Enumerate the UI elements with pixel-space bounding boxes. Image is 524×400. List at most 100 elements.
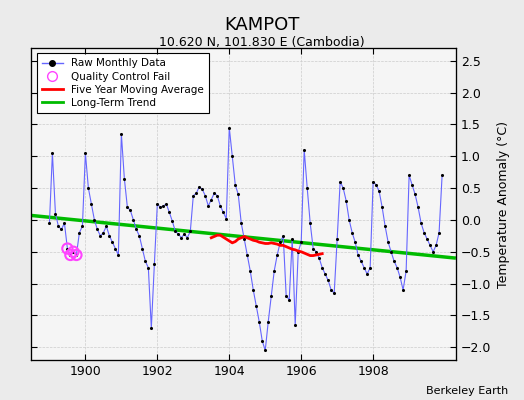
Point bbox=[159, 203, 168, 209]
Point bbox=[399, 287, 407, 293]
Point bbox=[234, 191, 243, 198]
Point bbox=[252, 303, 260, 309]
Point bbox=[366, 264, 374, 271]
Point bbox=[306, 220, 314, 226]
Point bbox=[66, 252, 74, 258]
Point bbox=[69, 248, 78, 255]
Point bbox=[390, 258, 398, 264]
Point bbox=[84, 185, 93, 191]
Point bbox=[408, 182, 416, 188]
Point bbox=[129, 217, 137, 223]
Point bbox=[123, 204, 132, 210]
Point bbox=[276, 239, 285, 246]
Point bbox=[351, 239, 359, 246]
Point bbox=[87, 201, 95, 207]
Point bbox=[147, 325, 156, 331]
Point bbox=[339, 185, 347, 191]
Point bbox=[414, 204, 422, 210]
Point bbox=[333, 236, 341, 242]
Point bbox=[387, 248, 395, 255]
Point bbox=[78, 223, 86, 230]
Point bbox=[402, 268, 410, 274]
Point bbox=[354, 252, 362, 258]
Point bbox=[420, 230, 428, 236]
Point bbox=[114, 252, 123, 258]
Point bbox=[429, 248, 438, 255]
Point bbox=[231, 182, 239, 188]
Point bbox=[372, 182, 380, 188]
Point bbox=[384, 239, 392, 246]
Point bbox=[69, 248, 78, 255]
Point bbox=[51, 210, 60, 217]
Point bbox=[282, 293, 290, 300]
Point bbox=[363, 271, 372, 277]
Point bbox=[375, 188, 384, 194]
Point bbox=[435, 230, 443, 236]
Point bbox=[138, 245, 147, 252]
Point bbox=[396, 274, 405, 280]
Point bbox=[201, 192, 210, 199]
Point bbox=[378, 204, 386, 210]
Point bbox=[393, 264, 401, 271]
Text: 10.620 N, 101.830 E (Cambodia): 10.620 N, 101.830 E (Cambodia) bbox=[159, 36, 365, 49]
Point bbox=[405, 172, 413, 178]
Point bbox=[285, 296, 293, 303]
Text: Berkeley Earth: Berkeley Earth bbox=[426, 386, 508, 396]
Point bbox=[204, 203, 213, 209]
Point bbox=[198, 186, 206, 192]
Y-axis label: Temperature Anomaly (°C): Temperature Anomaly (°C) bbox=[497, 120, 510, 288]
Point bbox=[309, 245, 318, 252]
Point bbox=[111, 245, 119, 252]
Point bbox=[291, 322, 299, 328]
Point bbox=[225, 124, 234, 131]
Point bbox=[75, 230, 84, 236]
Point bbox=[48, 150, 57, 156]
Point bbox=[279, 233, 288, 239]
Point bbox=[162, 201, 170, 207]
Point bbox=[270, 268, 278, 274]
Point bbox=[330, 290, 339, 296]
Point bbox=[240, 236, 248, 242]
Point bbox=[432, 242, 440, 248]
Point bbox=[171, 228, 180, 234]
Point bbox=[219, 209, 227, 216]
Point bbox=[177, 234, 185, 241]
Point bbox=[327, 287, 335, 293]
Point bbox=[102, 223, 111, 230]
Point bbox=[216, 203, 224, 209]
Point bbox=[381, 223, 389, 230]
Point bbox=[288, 236, 297, 242]
Point bbox=[57, 226, 66, 233]
Point bbox=[165, 209, 173, 216]
Point bbox=[357, 258, 365, 264]
Point bbox=[210, 190, 219, 196]
Point bbox=[273, 252, 281, 258]
Point bbox=[342, 198, 351, 204]
Point bbox=[294, 248, 302, 255]
Point bbox=[108, 239, 116, 246]
Text: KAMPOT: KAMPOT bbox=[224, 16, 300, 34]
Point bbox=[63, 245, 72, 252]
Point bbox=[249, 287, 257, 293]
Point bbox=[255, 318, 264, 325]
Point bbox=[60, 220, 69, 226]
Point bbox=[321, 271, 330, 277]
Point bbox=[45, 220, 53, 226]
Point bbox=[186, 228, 194, 234]
Point bbox=[180, 231, 189, 237]
Point bbox=[120, 175, 128, 182]
Point bbox=[222, 216, 231, 222]
Point bbox=[63, 245, 72, 252]
Point bbox=[345, 217, 353, 223]
Point bbox=[72, 252, 81, 258]
Point bbox=[243, 252, 252, 258]
Point bbox=[153, 201, 161, 207]
Point bbox=[318, 264, 326, 271]
Point bbox=[117, 131, 126, 137]
Point bbox=[150, 261, 159, 268]
Point bbox=[267, 293, 276, 300]
Point bbox=[426, 242, 434, 248]
Point bbox=[312, 248, 320, 255]
Point bbox=[324, 277, 332, 284]
Point bbox=[144, 264, 152, 271]
